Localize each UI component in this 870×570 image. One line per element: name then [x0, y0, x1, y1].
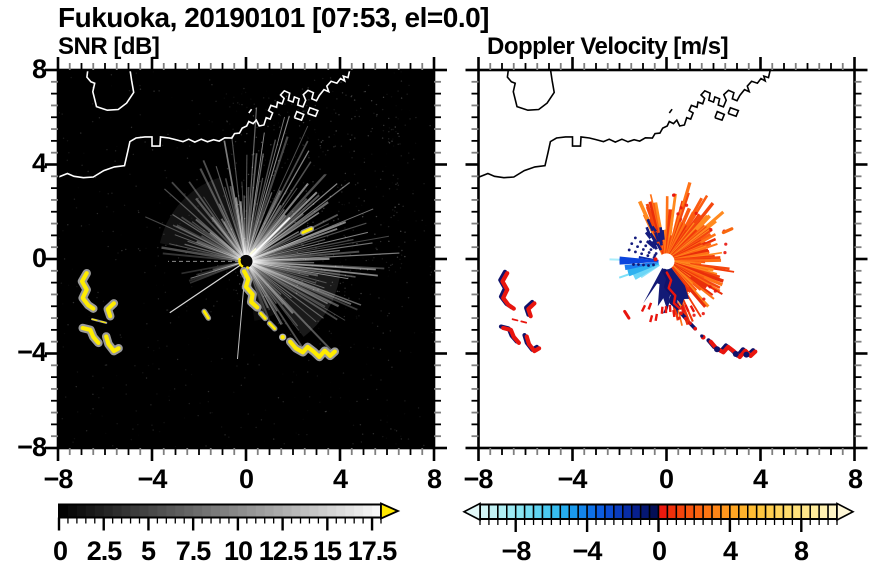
- coastline: [478, 70, 772, 179]
- y-tick-label: 4: [31, 148, 47, 178]
- snr-overflow-arrow: [380, 502, 401, 520]
- x-tick-label: 8: [426, 464, 442, 494]
- doppler-negative-fan: [609, 256, 662, 280]
- snr-cb-label: 17.5: [347, 536, 398, 566]
- panel-title-doppler: Doppler Velocity [m/s]: [487, 33, 729, 60]
- y-tick-label: −4: [17, 337, 47, 367]
- doppler-axes-frame: [465, 57, 868, 461]
- snr-cb-label: 15: [312, 536, 342, 566]
- doppler-panel-content: [478, 70, 855, 448]
- y-tick-label: 8: [31, 54, 47, 84]
- snr-cb-label: 10: [223, 536, 253, 566]
- doppler-underflow-arrow: [462, 502, 481, 522]
- x-tick-label: −8: [463, 464, 494, 494]
- snr-cb-label: 0: [52, 536, 68, 566]
- doppler-cb-label: −4: [572, 536, 603, 566]
- radar-origin: [239, 254, 253, 268]
- x-tick-label: 4: [752, 464, 768, 494]
- x-tick-label: 0: [658, 464, 674, 494]
- doppler-cb-label: 0: [651, 536, 667, 566]
- page-title: Fukuoka, 20190101 [07:53, el=0.0]: [58, 2, 490, 33]
- panel-title-snr: SNR [dB]: [58, 33, 160, 60]
- x-tick-label: −4: [137, 464, 168, 494]
- origin-yellow-rim: [238, 257, 244, 268]
- doppler-colorbar: [462, 502, 855, 532]
- snr-axes-frame: [45, 57, 447, 461]
- snr-radar-beams: [145, 107, 400, 360]
- x-tick-label: −8: [43, 464, 74, 494]
- y-tick-label: −8: [17, 432, 47, 462]
- y-tick-label: 0: [31, 243, 47, 273]
- doppler-overflow-arrow: [836, 502, 855, 522]
- coastline: [58, 70, 351, 179]
- x-tick-label: 4: [332, 464, 348, 494]
- snr-panel-content: [58, 70, 434, 448]
- doppler-echoes: [498, 227, 758, 360]
- snr-cb-label: 5: [140, 536, 156, 566]
- snr-cb-label: 2.5: [86, 536, 123, 566]
- doppler-cb-label: 8: [793, 536, 809, 566]
- x-tick-label: 8: [847, 464, 863, 494]
- radar-origin: [658, 253, 675, 270]
- snr-colorbar: [57, 502, 401, 531]
- snr-noise-speckle: [58, 70, 434, 448]
- snr-cb-label: 7.5: [175, 536, 212, 566]
- x-tick-label: −4: [557, 464, 588, 494]
- doppler-cb-label: 4: [722, 536, 738, 566]
- snr-beam-glow: [248, 261, 341, 337]
- snr-cb-label: 12.5: [258, 536, 309, 566]
- snr-beam-glow: [159, 177, 246, 261]
- x-tick-label: 0: [238, 464, 254, 494]
- doppler-cb-label: −8: [501, 536, 532, 566]
- snr-high-echoes: [77, 226, 340, 362]
